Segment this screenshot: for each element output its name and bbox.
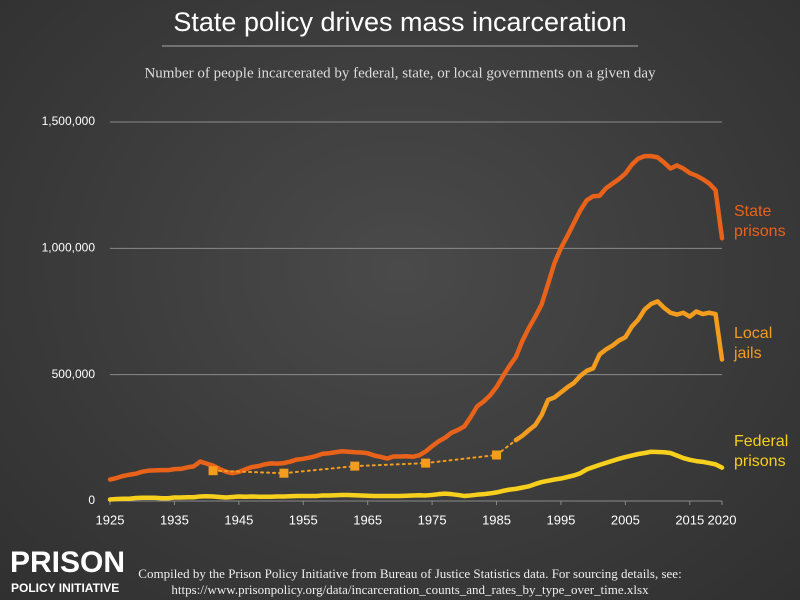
logo-bottom: POLICY INITIATIVE [11,581,119,595]
x-tick-label: 2015 [675,512,704,527]
source-note: Compiled by the Prison Policy Initiative… [138,566,681,581]
x-tick-label: 2005 [611,512,640,527]
x-tick-label: 1985 [482,512,511,527]
y-tick-label: 1,500,000 [42,114,96,128]
x-tick-label: 1945 [224,512,253,527]
gap-connector [212,469,285,475]
gap-connector [424,454,498,465]
series-label: Federal prisons [734,432,789,470]
x-tick-label: 1935 [160,512,189,527]
x-tick-label: 1975 [418,512,447,527]
gap-connector [353,462,427,468]
y-tick-label: 1,000,000 [42,241,96,255]
gap-connector [282,465,356,475]
survey-marker [492,450,502,460]
x-tick-label: 2020 [708,512,737,527]
series-line [107,449,725,502]
chart-subtitle: Number of people incarcerated by federal… [144,65,656,81]
survey-marker [208,466,218,476]
x-tick-label: 1925 [96,512,125,527]
survey-marker [421,458,431,468]
series-line [107,153,725,482]
y-tick-label: 0 [88,493,95,507]
chart-title: State policy drives mass incarceration [173,7,626,37]
series-label: State prisons [734,203,786,241]
y-tick-label: 500,000 [52,367,96,381]
x-tick-label: 1995 [546,512,575,527]
x-tick-label: 1965 [353,512,382,527]
series-label: Local jails [734,324,773,362]
survey-marker [350,461,360,471]
source-url: https://www.prisonpolicy.org/data/incarc… [171,582,649,597]
gap-connector [495,439,517,457]
survey-marker [279,468,289,478]
x-tick-label: 1955 [289,512,318,527]
series-line [513,299,725,443]
logo-top: PRISON [10,546,125,579]
